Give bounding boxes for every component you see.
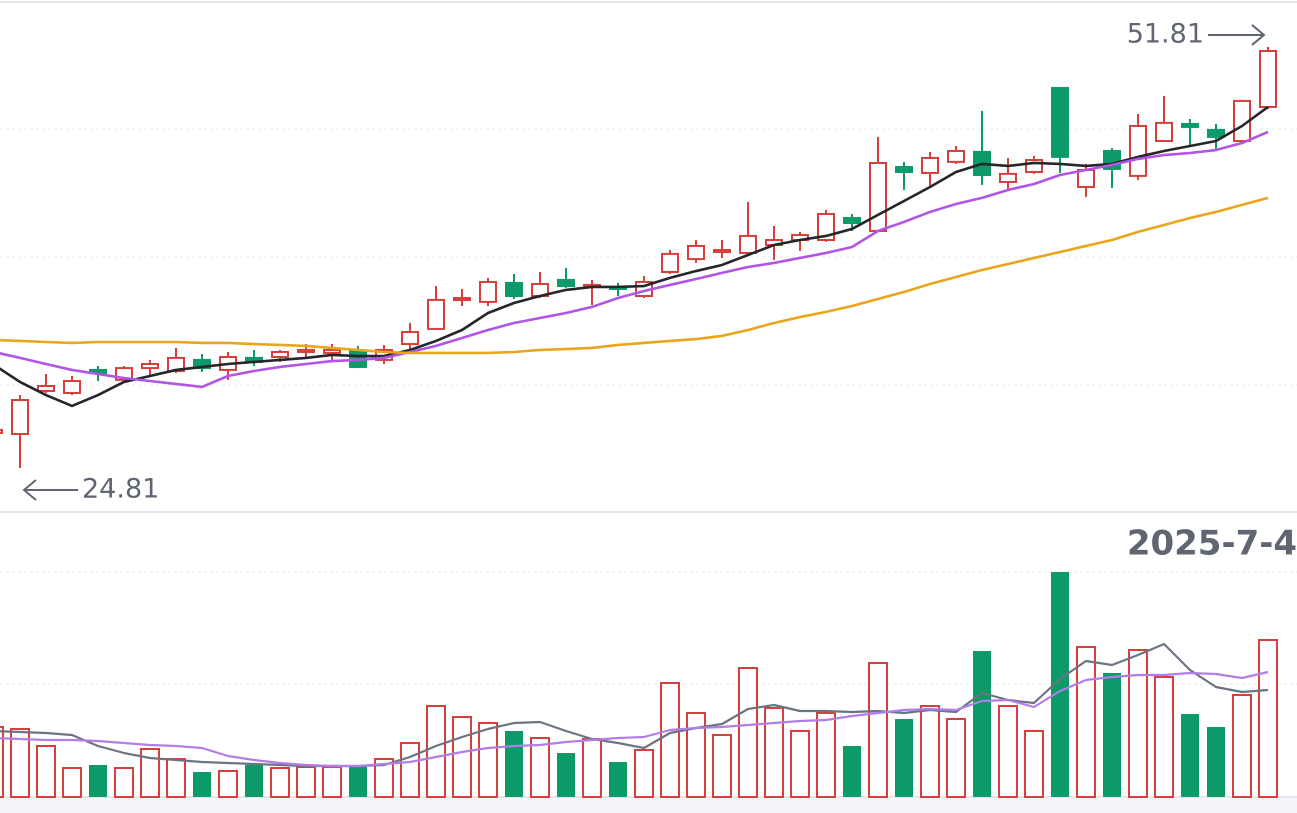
volume-bar	[452, 716, 472, 798]
candle-body	[1259, 49, 1277, 108]
candle-body	[0, 428, 3, 434]
volume-bar	[686, 712, 706, 798]
volume-bar	[895, 719, 913, 797]
high-price-arrow	[1208, 24, 1266, 46]
candle-body	[297, 348, 315, 353]
date-label: 2025-7-4	[1127, 524, 1297, 564]
candle-body	[999, 172, 1017, 183]
candle-body	[141, 362, 159, 370]
volume-bar	[920, 705, 940, 798]
candle-body	[271, 350, 289, 358]
candle-body	[661, 252, 679, 273]
volume-average-line	[0, 670, 1269, 768]
candle-body	[427, 298, 445, 330]
candle-body	[63, 379, 81, 395]
volume-bar	[62, 767, 82, 798]
volume-bar	[322, 766, 342, 798]
candle-body	[1129, 125, 1147, 177]
candle-body	[895, 166, 913, 174]
volume-bar	[1128, 649, 1148, 798]
candle-body	[869, 161, 887, 232]
volume-bar	[609, 762, 627, 797]
volume-bar	[557, 753, 575, 797]
moving-average-line	[0, 196, 1269, 355]
volume-bar	[36, 745, 56, 798]
volume-bar	[1207, 727, 1225, 797]
candle-body	[479, 280, 497, 303]
low-price-label: 24.81	[82, 474, 159, 505]
volume-bar	[843, 746, 861, 797]
volume-bar	[660, 682, 680, 798]
volume-bar	[10, 728, 30, 798]
volume-bar	[998, 705, 1018, 798]
volume-bar	[193, 772, 211, 797]
volume-bar	[582, 738, 602, 798]
volume-bar	[634, 749, 654, 798]
volume-bar	[1258, 639, 1278, 798]
volume-bar	[349, 765, 367, 797]
candle-body	[453, 297, 471, 302]
volume-bar	[946, 718, 966, 798]
candle-body	[713, 248, 731, 254]
volume-bar	[1181, 714, 1199, 797]
volume-bar	[0, 726, 4, 798]
volume-bar	[140, 748, 160, 798]
candle-body	[817, 212, 835, 242]
candle-body	[115, 367, 133, 381]
volume-bar	[738, 667, 758, 798]
candle-body	[843, 217, 861, 225]
volume-bar	[868, 662, 888, 798]
candle-body	[505, 281, 523, 298]
volume-bar	[296, 766, 316, 798]
volume-bar	[764, 707, 784, 798]
candle-body	[11, 399, 29, 436]
volume-bar	[1232, 694, 1252, 798]
candle-body	[1155, 121, 1173, 142]
volume-bar	[270, 767, 290, 798]
candle-body	[1181, 122, 1199, 128]
volume-bar	[973, 651, 991, 797]
candle-body	[37, 384, 55, 392]
volume-bar	[1103, 673, 1121, 797]
volume-bar	[1024, 730, 1044, 798]
moving-average-line	[0, 105, 1269, 408]
volume-bar	[478, 722, 498, 798]
volume-bar	[712, 734, 732, 798]
candle-body	[323, 348, 341, 354]
candle-body	[947, 149, 965, 163]
volume-average-line	[0, 642, 1269, 768]
candle-body	[401, 331, 419, 346]
volume-bar	[1154, 676, 1174, 798]
candle-body	[921, 156, 939, 174]
candle-body	[557, 278, 575, 288]
volume-bar	[400, 742, 420, 798]
volume-bar	[114, 767, 134, 798]
candle-body	[1051, 86, 1069, 158]
candle-body	[739, 234, 757, 254]
candle-body	[687, 244, 705, 261]
volume-bar	[374, 758, 394, 798]
low-price-arrow	[22, 479, 78, 501]
volume-bar	[816, 712, 836, 798]
volume-bar	[426, 705, 446, 798]
volume-bar	[218, 770, 238, 798]
volume-bar	[1076, 646, 1096, 798]
volume-bar	[245, 765, 263, 797]
candle-body	[1077, 168, 1095, 188]
bottom-strip	[0, 797, 1297, 813]
moving-average-line	[0, 130, 1269, 389]
volume-bar	[166, 758, 186, 798]
high-price-label: 51.81	[1127, 18, 1204, 49]
volume-bar	[530, 737, 550, 798]
candle-body	[1207, 128, 1225, 138]
volume-bar	[1051, 572, 1069, 797]
volume-bar	[89, 765, 107, 797]
volume-bar	[505, 731, 523, 797]
volume-bar	[790, 730, 810, 798]
